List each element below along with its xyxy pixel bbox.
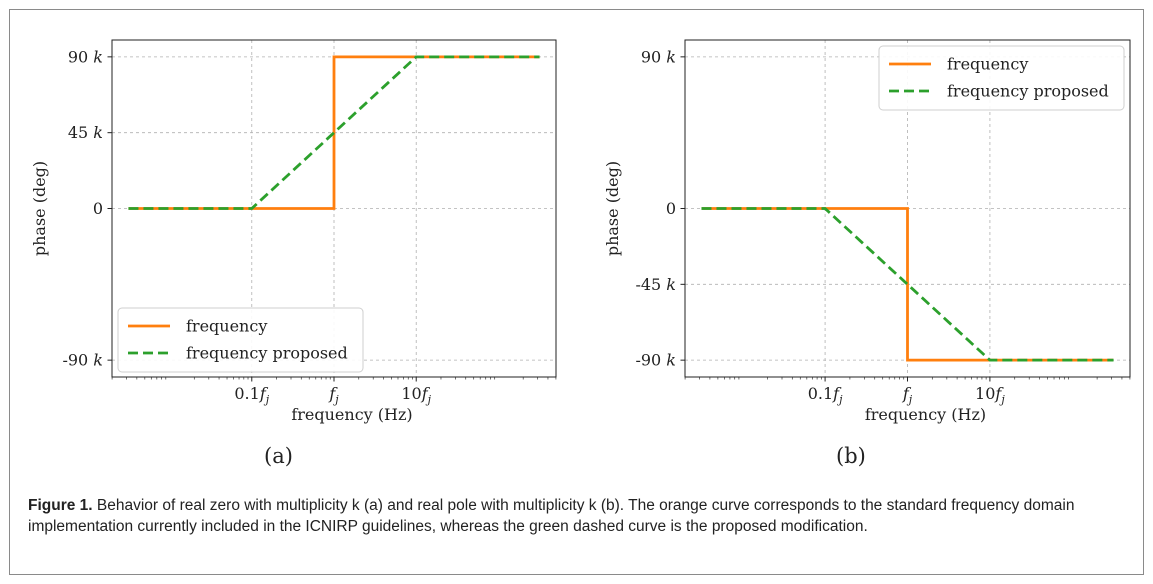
- x-tick-label: 0.1fj: [234, 384, 269, 406]
- x-tick-label: 10fj: [401, 384, 431, 406]
- y-tick-label: -90 k: [635, 351, 676, 370]
- x-tick-label: fj: [328, 384, 339, 406]
- legend-label: frequency: [947, 55, 1028, 74]
- series-line-frequency-proposed: [128, 55, 540, 210]
- legend-label: frequency proposed: [186, 344, 348, 363]
- legend-box: [878, 45, 1125, 111]
- chart-panel-a: 0.1fj fj 10fj 90 k 45 k 0 -90 k frequency (Hz) p…: [30, 39, 557, 424]
- panel-label-b: (b): [836, 444, 866, 468]
- caption-text: Behavior of real zero with multiplicity …: [28, 497, 1075, 535]
- legend-label: frequency proposed: [947, 82, 1109, 101]
- x-tick-label: 0.1fj: [808, 384, 843, 406]
- y-tick-label: 90 k: [68, 47, 103, 66]
- figure-frame: [9, 9, 1144, 575]
- x-axis-label: frequency (Hz): [291, 405, 412, 424]
- panel-label-a: (a): [264, 444, 293, 468]
- legend-label: frequency: [186, 317, 267, 336]
- figure-caption: Figure 1. Behavior of real zero with mul…: [28, 495, 1118, 537]
- y-tick-label: 45 k: [68, 123, 103, 142]
- y-tick-label: 90 k: [641, 47, 676, 66]
- y-tick-label: 0: [666, 199, 676, 218]
- x-tick-label: fj: [902, 384, 913, 406]
- y-axis-label: phase (deg): [603, 161, 622, 256]
- caption-label: Figure 1.: [28, 497, 93, 514]
- series-line-frequency-proposed: [701, 207, 1114, 362]
- y-tick-label: 0: [93, 199, 103, 218]
- x-tick-label: 10fj: [975, 384, 1005, 406]
- y-tick-label: -45 k: [635, 275, 676, 294]
- x-axis-label: frequency (Hz): [865, 405, 986, 424]
- chart-panel-b: 0.1fj fj 10fj 90 k 0 -45 k -90 k frequency (Hz)…: [603, 39, 1131, 424]
- legend-box: [117, 307, 364, 373]
- y-axis-label: phase (deg): [30, 161, 49, 256]
- y-tick-label: -90 k: [62, 351, 103, 370]
